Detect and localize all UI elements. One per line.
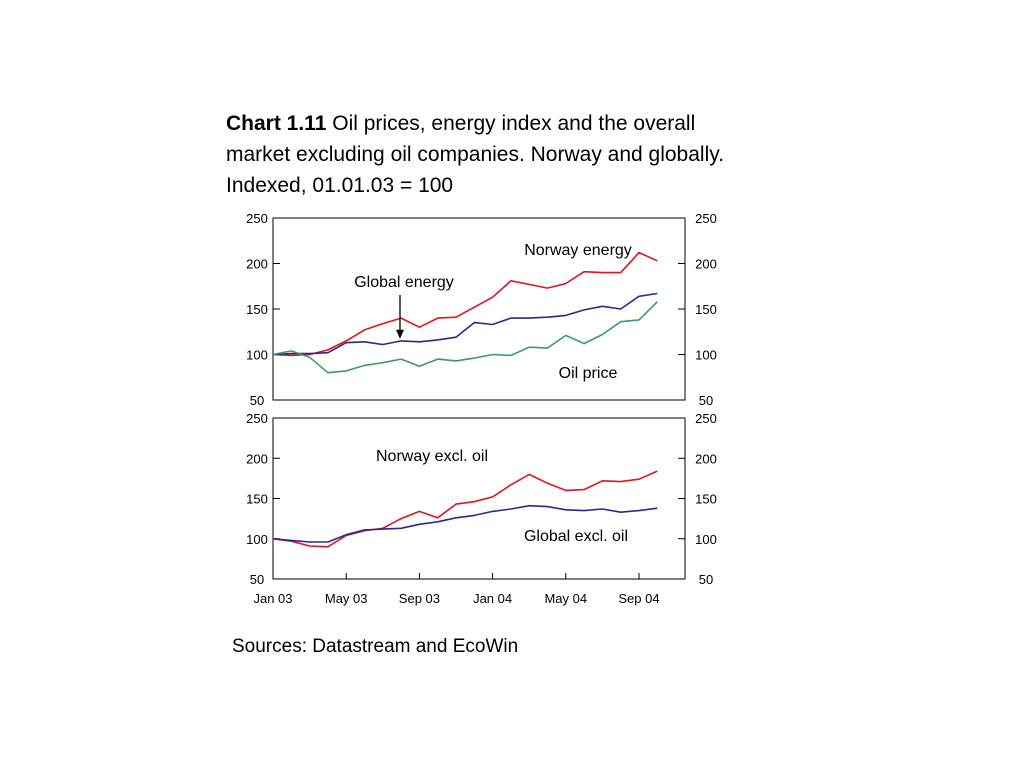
series-line-norway-energy <box>272 251 658 357</box>
bottom-ytick-left-200: 200 <box>246 451 268 466</box>
bottom-ytick-left-150: 150 <box>246 492 268 507</box>
label-oil-price: Oil price <box>559 365 618 382</box>
bottom-ytick-right-50: 50 <box>699 572 713 587</box>
label-norway-energy: Norway energy <box>524 242 632 259</box>
xtick-jan-04: Jan 04 <box>473 591 512 606</box>
bottom-ytick-right-150: 150 <box>695 492 717 507</box>
xtick-may-04: May 04 <box>544 591 587 606</box>
bottom-ytick-left-100: 100 <box>246 532 268 547</box>
bottom-ytick-right-100: 100 <box>695 532 717 547</box>
xtick-may-03: May 03 <box>325 591 368 606</box>
series-line-global-excl-oil <box>272 504 658 543</box>
label-global-energy: Global energy <box>354 274 454 291</box>
series-line-global-energy <box>272 292 658 356</box>
top-ytick-right-100: 100 <box>695 348 717 363</box>
series-line-norway-excl-oil <box>272 470 658 548</box>
bottom-ytick-right-200: 200 <box>695 451 717 466</box>
top-ytick-right-200: 200 <box>695 257 717 272</box>
label-global-excl-oil: Global excl. oil <box>524 528 628 545</box>
top-ytick-left-200: 200 <box>246 257 268 272</box>
bottom-panel: 50 50 100 100 150 150 200 200 250 250 Jan 03 May 03… <box>246 411 717 606</box>
chart-number: Chart 1.11 <box>226 112 327 135</box>
bottom-panel-frame <box>272 417 686 580</box>
global-energy-arrow-head <box>396 329 404 339</box>
xtick-jan-03: Jan 03 <box>253 591 292 606</box>
top-ytick-left-50: 50 <box>250 393 264 408</box>
chart-title-text: Oil prices, energy index and the overall… <box>226 112 725 197</box>
top-ytick-right-250: 250 <box>695 211 717 226</box>
chart-title: Chart 1.11 Oil prices, energy index and … <box>226 108 726 201</box>
label-norway-excl-oil: Norway excl. oil <box>376 448 488 465</box>
top-ytick-right-150: 150 <box>695 302 717 317</box>
xtick-sep-03: Sep 03 <box>399 591 440 606</box>
top-panel: 50 50 100 100 150 150 200 200 250 250 Norway energ… <box>246 211 717 408</box>
top-ytick-left-100: 100 <box>246 348 268 363</box>
series-line-oil-price <box>272 301 658 374</box>
top-ytick-left-250: 250 <box>246 211 268 226</box>
bottom-ytick-left-250: 250 <box>246 411 268 426</box>
xtick-sep-04: Sep 04 <box>618 591 659 606</box>
top-ytick-left-150: 150 <box>246 302 268 317</box>
source-note: Sources: Datastream and EcoWin <box>232 636 519 657</box>
top-ytick-right-50: 50 <box>699 393 713 408</box>
bottom-ytick-left-50: 50 <box>250 572 264 587</box>
bottom-ytick-right-250: 250 <box>695 411 717 426</box>
